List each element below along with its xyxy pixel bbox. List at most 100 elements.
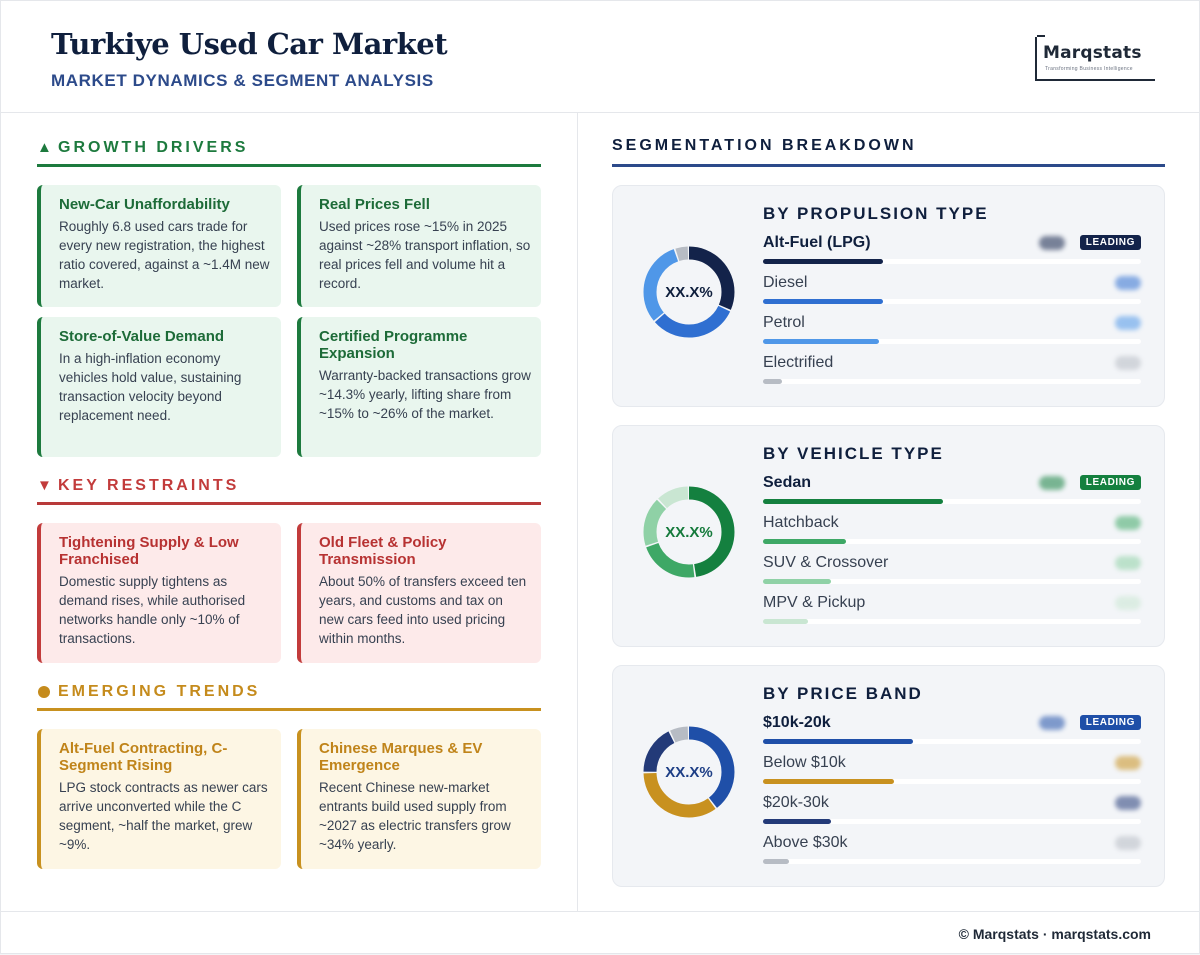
- leading-badge: LEADING: [1079, 475, 1141, 490]
- segment-bar-fill: [763, 739, 913, 744]
- circle-icon: [38, 686, 50, 698]
- card-body: Roughly 6.8 used cars trade for every ne…: [59, 219, 270, 291]
- segment-bar-fill: [763, 259, 883, 264]
- segmentation-heading: SEGMENTATION BREAKDOWN: [612, 137, 1165, 167]
- segment-bar-fill: [763, 499, 943, 504]
- header: Turkiye Used Car Market MARKET DYNAMICS …: [1, 1, 1200, 113]
- card-title: Store-of-Value Demand: [59, 328, 225, 345]
- segment-bar-track: [763, 779, 1141, 784]
- donut-slice: [643, 246, 735, 338]
- donut-slice: [643, 486, 735, 578]
- restraint-card-2: Old Fleet & Policy Transmission About 50…: [297, 523, 541, 663]
- brand-logo: Marqstats Transforming Business Intellig…: [1035, 35, 1155, 81]
- segment-bar-track: [763, 299, 1141, 304]
- card-body: About 50% of transfers exceed ten years,…: [319, 574, 527, 646]
- growth-card-1: New-Car Unaffordability Roughly 6.8 used…: [37, 185, 281, 307]
- triangle-up-icon: ▲: [37, 139, 52, 156]
- page-subtitle: MARKET DYNAMICS & SEGMENT ANALYSIS: [51, 71, 434, 90]
- blurred-value: [1039, 476, 1065, 490]
- leading-badge: LEADING: [1079, 235, 1141, 250]
- section-label: GROWTH DRIVERS: [58, 139, 249, 156]
- logo-tagline: Transforming Business Intelligence: [1045, 66, 1133, 72]
- donut-slice: [643, 486, 735, 578]
- donut-slice: [643, 726, 735, 818]
- card-body: Warranty-backed transactions grow ~14.3%…: [319, 368, 531, 421]
- segment-panel: BY PRICE BAND XX.X% $10k-20k LEADING Below $…: [612, 665, 1165, 887]
- segment-row: $10k-20k LEADING: [763, 714, 1141, 754]
- card-body: Domestic supply tightens as demand rises…: [59, 574, 246, 646]
- segment-bar-track: [763, 259, 1141, 264]
- card-title: Real Prices Fell: [319, 196, 430, 213]
- segment-row: Sedan LEADING: [763, 474, 1141, 514]
- donut-chart: XX.X%: [641, 244, 737, 340]
- donut-svg: [643, 246, 735, 338]
- card-title: New-Car Unaffordability: [59, 196, 230, 213]
- segment-name: Electrified: [763, 354, 834, 371]
- segment-row: MPV & Pickup: [763, 594, 1141, 634]
- donut-slice: [643, 246, 735, 338]
- segment-bar-fill: [763, 819, 831, 824]
- section-label: KEY RESTRAINTS: [58, 477, 240, 494]
- blurred-value: [1115, 796, 1141, 810]
- emerging-trends-heading: EMERGING TRENDS: [37, 683, 541, 711]
- blurred-value: [1115, 596, 1141, 610]
- segment-row: Diesel: [763, 274, 1141, 314]
- segment-bar-track: [763, 739, 1141, 744]
- donut-svg: [643, 726, 735, 818]
- segment-bar-fill: [763, 619, 808, 624]
- segment-name: $20k-30k: [763, 794, 829, 811]
- segment-bar-fill: [763, 579, 831, 584]
- segment-row: SUV & Crossover: [763, 554, 1141, 594]
- segment-name: Diesel: [763, 274, 808, 291]
- blurred-value: [1115, 836, 1141, 850]
- footer: © Marqstats · marqstats.com: [1, 911, 1200, 955]
- donut-svg: [643, 486, 735, 578]
- segment-bar-fill: [763, 379, 782, 384]
- segment-name: Hatchback: [763, 514, 839, 531]
- card-body: In a high-inflation economy vehicles hol…: [59, 351, 242, 423]
- segment-row: Alt-Fuel (LPG) LEADING: [763, 234, 1141, 274]
- donut-center-label: XX.X%: [665, 763, 713, 781]
- segment-name: MPV & Pickup: [763, 594, 866, 611]
- blurred-value: [1115, 756, 1141, 770]
- segment-bar-track: [763, 379, 1141, 384]
- segment-name: SUV & Crossover: [763, 554, 889, 571]
- blurred-value: [1115, 316, 1141, 330]
- triangle-down-icon: ▼: [37, 477, 52, 494]
- blurred-value: [1039, 716, 1065, 730]
- card-body: Recent Chinese new-market entrants build…: [319, 780, 511, 852]
- segment-bar-track: [763, 579, 1141, 584]
- key-restraints-heading: ▼ KEY RESTRAINTS: [37, 477, 541, 505]
- segment-row: Petrol: [763, 314, 1141, 354]
- donut-slice: [643, 726, 735, 818]
- card-title: Chinese Marques & EV Emergence: [319, 740, 483, 774]
- segment-name: Above $30k: [763, 834, 848, 851]
- segment-bar-fill: [763, 539, 846, 544]
- footer-credit: © Marqstats · marqstats.com: [958, 926, 1151, 942]
- panel-title: BY PROPULSION TYPE: [763, 204, 989, 223]
- segment-bar-track: [763, 619, 1141, 624]
- segment-bar-fill: [763, 299, 883, 304]
- section-label: EMERGING TRENDS: [58, 683, 261, 700]
- segment-name: Below $10k: [763, 754, 846, 771]
- logo-name: Marqstats: [1043, 43, 1142, 63]
- segment-panel: BY VEHICLE TYPE XX.X% Sedan LEADING Hatchbac…: [612, 425, 1165, 647]
- card-body: Used prices rose ~15% in 2025 against ~2…: [319, 219, 531, 291]
- growth-drivers-heading: ▲ GROWTH DRIVERS: [37, 139, 541, 167]
- segment-bar-track: [763, 339, 1141, 344]
- blurred-value: [1115, 356, 1141, 370]
- restraint-card-1: Tightening Supply & Low Franchised Domes…: [37, 523, 281, 663]
- segment-row: Electrified: [763, 354, 1141, 394]
- donut-center-label: XX.X%: [665, 523, 713, 541]
- panel-title: BY VEHICLE TYPE: [763, 444, 944, 463]
- panel-title: BY PRICE BAND: [763, 684, 923, 703]
- segment-bar-fill: [763, 339, 879, 344]
- page-title: Turkiye Used Car Market: [51, 27, 448, 61]
- blurred-value: [1039, 236, 1065, 250]
- segment-row: Below $10k: [763, 754, 1141, 794]
- donut-chart: XX.X%: [641, 484, 737, 580]
- segment-bar-track: [763, 819, 1141, 824]
- card-title: Certified Programme Expansion: [319, 328, 468, 362]
- segment-name: Petrol: [763, 314, 805, 331]
